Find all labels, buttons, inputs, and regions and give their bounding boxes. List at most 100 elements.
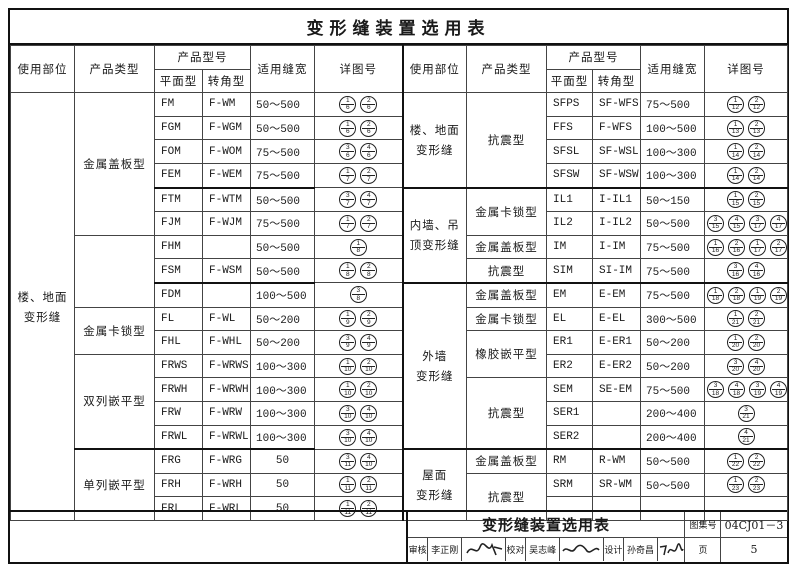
detail-number: 3 <box>345 144 350 152</box>
detail-number: 2 <box>754 96 759 104</box>
detail-page: 21 <box>731 318 740 326</box>
detail-index-symbol: 2 13 <box>748 119 765 137</box>
flat-model-cell: FHM <box>154 234 203 260</box>
detail-page: 22 <box>731 461 740 469</box>
detail-number: 4 <box>744 429 748 437</box>
detail-cell: 1 21 2 21 <box>704 306 788 332</box>
detail-number: 4 <box>366 334 371 342</box>
detail-number: 1 <box>345 96 350 104</box>
detail-index-symbol: 2 22 <box>748 452 765 470</box>
table-row: FSM F-WSM 50～500 1 8 2 8 抗震型 SIM SI-IM 75～500 3 16 4 1… <box>11 258 788 284</box>
table-row: FRWH F-WRWH 100～300 1 10 2 10 抗震型 SEM SE-EM 75～500… <box>11 377 788 450</box>
detail-number: 4 <box>734 215 739 223</box>
header-model: 产品型号 <box>546 45 641 70</box>
joint-width-cell: 200～400 <box>640 400 705 426</box>
flat-model-cell: FRH <box>154 472 203 498</box>
corner-model-cell: F-WEM <box>202 162 251 189</box>
detail-number: 2 <box>776 287 781 295</box>
page-number: 5 <box>720 537 787 562</box>
detail-cell: 3 10 4 10 <box>314 424 403 450</box>
detail-number: 1 <box>713 239 718 247</box>
table-row: 金属卡锁型 FL F-WL 50～200 1 9 2 9 金属卡锁型 EL E-EL 300～500 1… <box>11 306 788 355</box>
detail-number: 2 <box>366 215 371 223</box>
flat-model-cell: SFSL <box>546 139 593 164</box>
corner-model-cell: SE-EM <box>592 377 641 402</box>
product-type-cell: 金属盖板型 <box>466 448 547 474</box>
header-flat: 平面型 <box>154 68 203 94</box>
check-label: 校对 <box>506 538 527 561</box>
corner-model-cell: F-WRG <box>202 448 251 474</box>
detail-index-symbol: 3 11 <box>339 452 357 470</box>
table-row: FRL F-WRL 50 1 11 2 11 <box>11 496 788 521</box>
detail-cell: 1 18 2 18 1 19 2 19 <box>704 281 788 308</box>
detail-page: 9 <box>345 318 350 326</box>
header-subrow: 平面型 转角型 平面型 转角型 <box>11 68 788 94</box>
flat-model-cell: SRM <box>546 472 593 498</box>
detail-index-symbol: 2 10 <box>360 381 378 399</box>
corner-model-cell: F-WFS <box>592 115 641 141</box>
joint-width-cell: 100～500 <box>640 115 705 141</box>
header-detail: 详图号 <box>314 44 403 94</box>
detail-page: 6 <box>366 128 371 136</box>
corner-model-cell: I-IL2 <box>592 211 641 236</box>
flat-model-cell: EM <box>546 281 593 308</box>
detail-page: 7 <box>366 199 371 207</box>
detail-number: 1 <box>345 477 350 485</box>
flat-model-cell: FRW <box>154 400 203 426</box>
detail-index-symbol: 1 13 <box>727 119 744 137</box>
flat-model-cell: FL <box>154 306 203 332</box>
joint-width-cell: 75～500 <box>640 234 705 260</box>
detail-page: 15 <box>752 199 761 207</box>
detail-index-symbol: 2 20 <box>748 333 765 351</box>
corner-model-cell: R-WM <box>592 448 641 474</box>
detail-cell: 3 10 4 10 <box>314 400 403 426</box>
flat-model-cell: FRG <box>154 448 203 474</box>
detail-page: 7 <box>366 175 371 183</box>
corner-model-cell: F-WRWS <box>202 353 251 379</box>
header-corner: 转角型 <box>592 68 641 94</box>
detail-page: 6 <box>366 104 371 112</box>
detail-page: 14 <box>752 151 761 159</box>
detail-number: 1 <box>356 239 361 247</box>
detail-index-symbol: 3 15 <box>707 214 724 232</box>
title-block-right: 变形缝装置选用表 图集号 04CJ01－3 页 5 审核 李正刚 校对 吴志峰 … <box>406 512 787 562</box>
detail-index-symbol: 3 10 <box>339 404 357 422</box>
detail-cell: 1 11 2 11 <box>314 472 403 498</box>
signature-row: 审核 李正刚 校对 吴志峰 设计 孙奇昌 <box>408 538 684 561</box>
flat-model-cell: FRL <box>154 496 203 521</box>
table-body: 楼、地面 变形缝 金属盖板型 FM F-WM 50～500 1 6 2 6 楼、地面 变形缝 抗震型… <box>10 92 788 521</box>
corner-model-cell: E-ER2 <box>592 353 641 379</box>
corner-model-cell <box>202 281 251 308</box>
detail-page: 18 <box>732 389 741 397</box>
joint-width-cell: 100～300 <box>250 353 315 379</box>
page-title: 变形缝装置选用表 <box>10 10 787 45</box>
flat-model-cell: FSM <box>154 258 203 284</box>
joint-width-cell: 75～500 <box>640 92 705 117</box>
table-row: 双列嵌平型 FRWS F-WRWS 100～300 1 10 2 10 ER2 E-ER2 50～2… <box>11 353 788 450</box>
header-detail: 详图号 <box>704 44 788 94</box>
detail-number: 3 <box>713 382 718 390</box>
detail-cell: 1 23 2 23 <box>704 472 788 498</box>
detail-index-symbol: 3 16 <box>727 262 744 280</box>
design-label: 设计 <box>604 538 625 561</box>
detail-number: 1 <box>733 453 738 461</box>
flat-model-cell: FRWL <box>154 424 203 450</box>
detail-index-symbol: 1 14 <box>727 166 744 184</box>
detail-page: 11 <box>344 484 352 492</box>
detail-number: 3 <box>345 453 350 461</box>
detail-page: 19 <box>774 389 783 397</box>
detail-index-symbol: 2 15 <box>748 191 765 209</box>
product-type-cell <box>74 234 155 308</box>
detail-page: 6 <box>366 151 371 159</box>
detail-number: 2 <box>366 382 371 390</box>
header-product-type: 产品类型 <box>466 44 547 94</box>
flat-model-cell: FHL <box>154 330 203 355</box>
detail-page: 12 <box>752 104 761 112</box>
detail-index-symbol: 4 10 <box>360 404 378 422</box>
detail-number: 4 <box>366 192 371 200</box>
